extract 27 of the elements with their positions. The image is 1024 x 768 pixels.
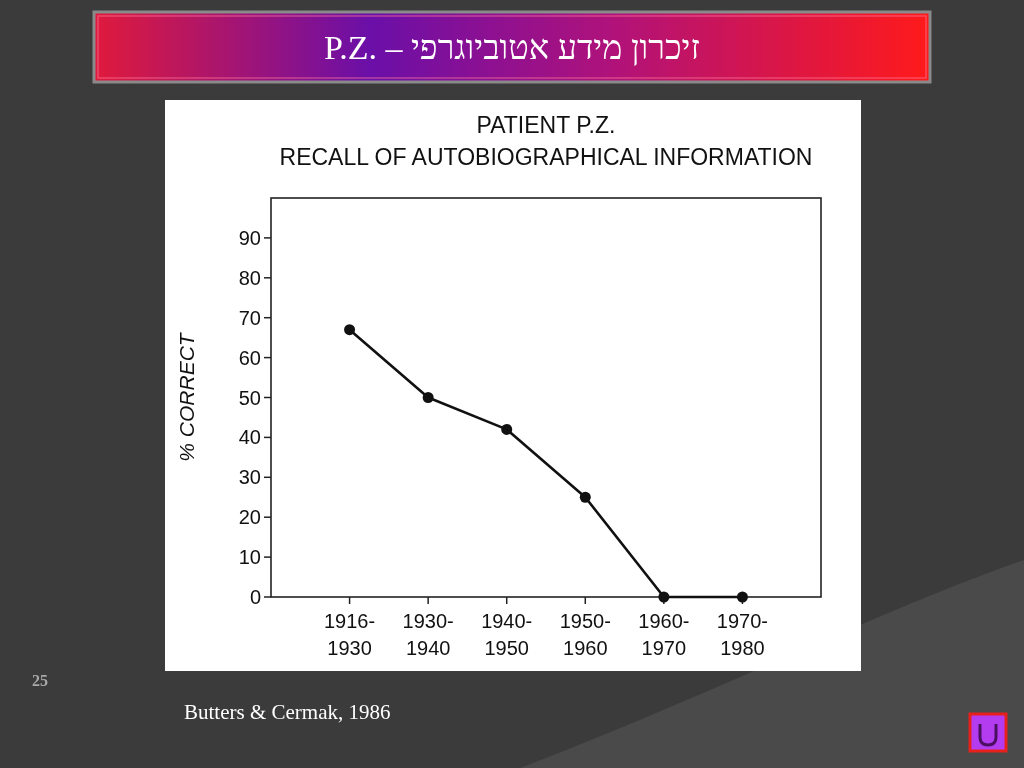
y-tick-label: 90 — [238, 226, 261, 249]
text: 25 — [32, 672, 48, 689]
x-tick-label: 1940-1950 — [481, 610, 533, 659]
y-tick-label: 40 — [238, 426, 261, 449]
point — [501, 423, 513, 435]
point — [736, 591, 748, 603]
y-axis-title: % CORRECT — [175, 331, 198, 462]
x-tick-label: 1916-1930 — [323, 610, 376, 659]
y-tick-label: 20 — [238, 506, 261, 529]
point — [422, 392, 434, 403]
y-tick-label: 0 — [249, 586, 261, 608]
chart-subtitle: PATIENT P.Z. RECALL OF AUTOBIOGRAPHICAL INFORMATION — [279, 112, 813, 170]
point — [344, 324, 356, 336]
y-tick-label: 60 — [238, 346, 261, 369]
x-tick-label: 1960-1970 — [638, 610, 690, 659]
y-tick-label: 80 — [238, 266, 261, 289]
y-tick-label: 70 — [238, 306, 261, 329]
point — [658, 591, 670, 603]
x-tick-label: 1930-1940 — [402, 610, 454, 659]
chart-title: P.Z. – זיכרון מידע אטוביוגרפי — [324, 29, 700, 66]
y-tick-label: 30 — [238, 466, 261, 489]
text: Butters & Cermak, 1986 — [184, 700, 391, 724]
x-tick-label: 1950-1960 — [559, 610, 611, 659]
y-tick-label: 10 — [238, 546, 261, 569]
x-tick-label: 1970-1980 — [716, 610, 769, 659]
point — [579, 491, 591, 503]
y-tick-label: 50 — [238, 386, 261, 409]
